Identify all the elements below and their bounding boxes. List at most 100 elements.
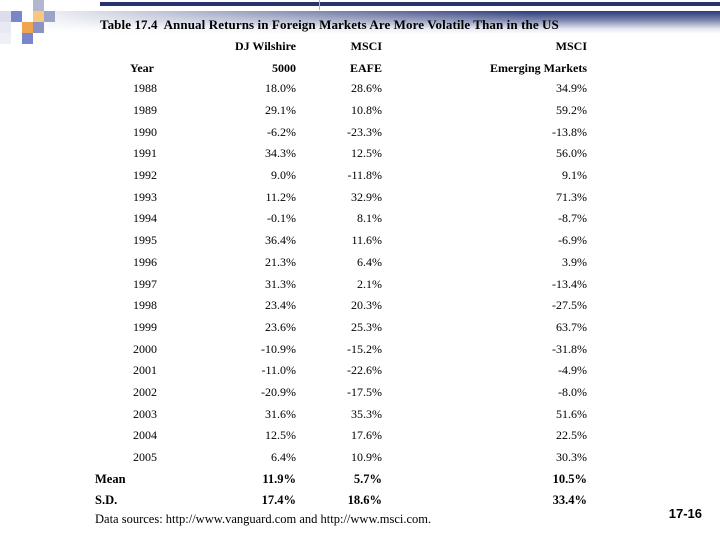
summary-label: S.D. [95,493,118,508]
header-emerging-markets: Emerging Markets [490,60,587,75]
table-row: 1994 -0.1% 8.1% -8.7% [95,208,587,230]
msci-eafe-value: 35.3% [351,406,382,421]
header-row-2: Year 5000 EAFE Emerging Markets [95,58,587,80]
header-msci-em-1: MSCI [555,39,587,54]
header-5000: 5000 [272,60,296,75]
summary-row: Mean 11.9% 5.7% 10.5% [95,468,587,490]
msci-em-value: -27.5% [552,298,587,313]
table-row: 2003 31.6% 35.3% 51.6% [95,403,587,425]
mosaic-square [11,11,22,22]
dj-wilshire-value: 11.9% [262,471,296,486]
table-row: 2002 -20.9% -17.5% -8.0% [95,382,587,404]
year-cell: 1991 [133,146,157,161]
msci-em-value: 3.9% [562,254,587,269]
summary-label: Mean [95,471,126,486]
table-row: 1991 34.3% 12.5% 56.0% [95,143,587,165]
table-row: 1989 29.1% 10.8% 59.2% [95,100,587,122]
year-cell: 1994 [133,211,157,226]
msci-eafe-value: 25.3% [351,319,382,334]
year-cell: 1993 [133,189,157,204]
msci-eafe-value: 2.1% [357,276,382,291]
dj-wilshire-value: 31.3% [265,276,296,291]
year-cell: 2001 [133,363,157,378]
mosaic-square [33,22,44,33]
dj-wilshire-value: 11.2% [265,189,296,204]
mosaic-square [33,0,44,11]
msci-em-value: -8.0% [558,384,587,399]
dj-wilshire-value: 23.6% [265,319,296,334]
title-bar-gradient [44,11,720,34]
dj-wilshire-value: -20.9% [261,384,296,399]
top-accent-strip [100,2,720,6]
mosaic-square [22,33,33,44]
msci-eafe-value: -17.5% [347,384,382,399]
mosaic-square [44,11,55,22]
msci-eafe-value: 18.6% [347,493,382,508]
msci-eafe-value: 20.3% [351,298,382,313]
dj-wilshire-value: 34.3% [265,146,296,161]
header-row-1: DJ Wilshire MSCI MSCI [95,36,587,58]
table-row: 2005 6.4% 10.9% 30.3% [95,447,587,469]
dj-wilshire-value: -10.9% [261,341,296,356]
year-cell: 1990 [133,124,157,139]
mosaic-square [33,11,44,22]
msci-eafe-value: 11.6% [351,233,382,248]
year-cell: 1997 [133,276,157,291]
year-cell: 1989 [133,103,157,118]
summary-row: S.D. 17.4% 18.6% 33.4% [95,490,587,512]
dj-wilshire-value: 31.6% [265,406,296,421]
msci-em-value: 10.5% [552,471,587,486]
year-cell: 1988 [133,81,157,96]
table-row: 1988 18.0% 28.6% 34.9% [95,78,587,100]
msci-eafe-value: 17.6% [351,428,382,443]
header-eafe: EAFE [349,60,382,75]
year-cell: 1999 [133,319,157,334]
msci-eafe-value: -15.2% [347,341,382,356]
data-sources-note: Data sources: http://www.vanguard.com an… [95,512,432,526]
header-dj-wilshire: DJ Wilshire [234,39,296,54]
msci-em-value: 9.1% [562,168,587,183]
table-body: 1988 18.0% 28.6% 34.9% 1989 29.1% 10.8% 59.2% 19… [95,78,587,512]
dj-wilshire-value: -0.1% [267,211,296,226]
year-cell: 2000 [133,341,157,356]
year-cell: 1995 [133,233,157,248]
dj-wilshire-value: -6.2% [267,124,296,139]
table-row: 1997 31.3% 2.1% -13.4% [95,273,587,295]
msci-em-value: 56.0% [556,146,587,161]
dj-wilshire-value: 6.4% [271,450,296,465]
msci-em-value: -8.7% [558,211,587,226]
year-cell: 1996 [133,254,157,269]
table-row: 1993 11.2% 32.9% 71.3% [95,186,587,208]
msci-eafe-value: 28.6% [351,81,382,96]
table-row: 1995 36.4% 11.6% -6.9% [95,230,587,252]
table-header: DJ Wilshire MSCI MSCI Year 5000 EAFE Eme… [95,36,587,79]
msci-eafe-value: -22.6% [347,363,382,378]
year-cell: 1992 [133,168,157,183]
year-cell: 1998 [133,298,157,313]
msci-em-value: 34.9% [556,81,587,96]
msci-em-value: 22.5% [556,428,587,443]
table-row: 2001 -11.0% -22.6% -4.9% [95,360,587,382]
slide-title: Table 17.4 Annual Returns in Foreign Mar… [100,17,559,32]
dj-wilshire-value: 9.0% [271,168,296,183]
msci-em-value: -13.4% [552,276,587,291]
msci-em-value: 51.6% [556,406,587,421]
dj-wilshire-value: 17.4% [261,493,296,508]
year-cell: 2004 [133,428,157,443]
dj-wilshire-value: 21.3% [265,254,296,269]
table-row: 1990 -6.2% -23.3% -13.8% [95,121,587,143]
mosaic-square [0,22,11,33]
msci-em-value: 33.4% [552,493,587,508]
header-msci-eafe-1: MSCI [350,39,382,54]
msci-em-value: -13.8% [552,124,587,139]
dj-wilshire-value: 29.1% [265,103,296,118]
msci-em-value: -6.9% [558,233,587,248]
year-cell: 2002 [133,384,157,399]
dj-wilshire-value: 18.0% [265,81,296,96]
dj-wilshire-value: 12.5% [265,428,296,443]
msci-em-value: 59.2% [556,103,587,118]
table-row: 1999 23.6% 25.3% 63.7% [95,317,587,339]
msci-eafe-value: 12.5% [351,146,382,161]
msci-em-value: 71.3% [556,189,587,204]
